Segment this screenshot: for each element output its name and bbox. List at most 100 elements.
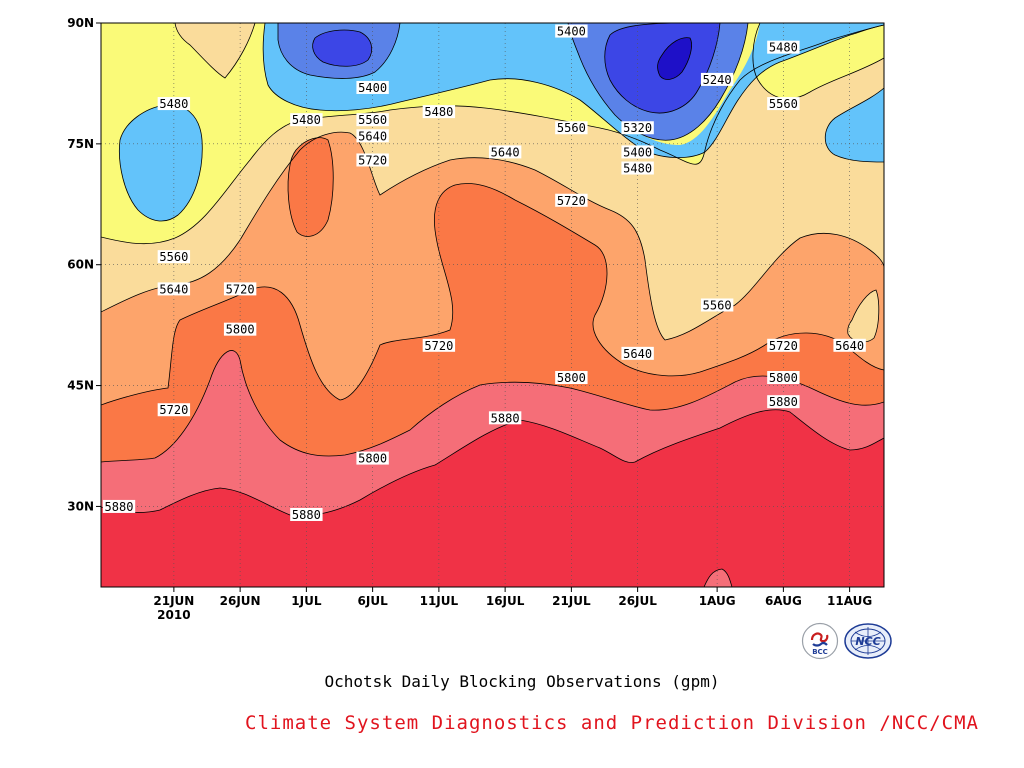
contour-line-5320-west — [312, 29, 373, 67]
contour-line-5640 — [101, 131, 884, 341]
contour-label-box — [700, 298, 734, 312]
contour-label-box — [833, 338, 866, 352]
contour-label: 5800 — [358, 452, 387, 466]
y-tick-label: 90N — [67, 16, 94, 30]
contour-label-box — [767, 371, 800, 385]
x-tick-label: 6JUL — [358, 594, 389, 608]
contour-label-box — [290, 507, 323, 521]
contour-label: 5720 — [159, 403, 188, 417]
contour-label: 5560 — [703, 299, 732, 313]
contour-label-box — [621, 121, 654, 135]
x-tick-label: 16JUL — [486, 594, 525, 608]
contour-label-box — [157, 97, 191, 111]
contour-label: 5240 — [703, 73, 732, 87]
x-tick-label: 6AUG — [765, 594, 802, 608]
grid-lines — [101, 23, 884, 587]
contour-label: 5800 — [557, 371, 586, 385]
contour-fills — [101, 23, 884, 587]
contour-label: 5400 — [557, 25, 586, 39]
bcc-logo-text: BCC — [812, 648, 828, 656]
contour-label: 5480 — [623, 162, 652, 176]
contour-label-box — [621, 346, 654, 360]
contour-line-5400-east — [567, 23, 749, 141]
chart-title: Ochotsk Daily Blocking Observations (gpm… — [324, 672, 720, 691]
contour-label: 5640 — [835, 339, 864, 353]
y-tick-label: 75N — [67, 137, 94, 151]
contour-label-box — [157, 250, 191, 264]
y-tick-label: 60N — [67, 258, 94, 272]
x-tick-label: 1AUG — [699, 594, 736, 608]
contour-label: 5800 — [769, 371, 798, 385]
fill-band-5240-5320-west — [312, 30, 372, 67]
contour-label-box — [356, 451, 389, 465]
x-year-label: 2010 — [157, 608, 190, 622]
contour-label: 5320 — [623, 121, 652, 135]
contour-line-5800 — [101, 350, 884, 463]
contour-label: 5720 — [557, 194, 586, 208]
x-tick-label: 26JUN — [220, 594, 261, 608]
contour-label: 5480 — [292, 113, 321, 127]
x-tick-label: 21JUN — [153, 594, 194, 608]
contour-label: 5640 — [358, 129, 387, 143]
contour-label: 5880 — [105, 500, 134, 514]
contour-label: 5720 — [424, 339, 453, 353]
contour-label: 5400 — [358, 81, 387, 95]
contour-label-box — [356, 129, 389, 143]
contour-label-box — [555, 121, 588, 135]
contour-label-box — [290, 113, 323, 127]
contour-label-box — [767, 395, 800, 409]
fill-band-5800-5880-bump — [704, 569, 732, 587]
contour-label: 5640 — [491, 145, 520, 159]
contour-label: 5880 — [292, 508, 321, 522]
contour-label: 5560 — [557, 121, 586, 135]
contour-label: 5720 — [358, 153, 387, 167]
plot-frame — [100, 22, 885, 588]
contour-label: 5720 — [226, 282, 255, 296]
contour-label: 5560 — [159, 250, 188, 264]
contour-label-box — [767, 338, 800, 352]
fill-band-above-5880 — [101, 409, 884, 587]
ncc-logo: NCC — [843, 622, 893, 664]
contour-label: 5480 — [424, 105, 453, 119]
contour-label-box — [555, 24, 588, 38]
contour-label: 5880 — [769, 395, 798, 409]
axes: 21JUN 26JUN 1JUL 6JUL 11JUL 16JUL 21JUL 26JUL 1A… — [67, 16, 872, 622]
bcc-logo: BCC — [801, 622, 839, 664]
contour-label-box — [621, 145, 654, 159]
contour-label-box — [700, 72, 734, 86]
fill-band-5400-5480-west — [119, 104, 203, 222]
contour-label-box — [767, 40, 800, 54]
contour-label-box — [555, 193, 588, 207]
contour-label-box — [422, 338, 456, 352]
contour-label: 5480 — [769, 41, 798, 55]
contour-label: 5800 — [226, 323, 255, 337]
contour-label: 5640 — [623, 347, 652, 361]
x-tick-label: 11AUG — [827, 594, 872, 608]
contour-label-box — [102, 499, 136, 513]
contour-chart: 5400 5400 5480 5240 5480 5480 5560 5480 5560 5320… — [67, 16, 885, 622]
fill-band-5400-5480-east — [825, 88, 884, 162]
x-tick-label: 21JUL — [552, 594, 591, 608]
fill-band-below-5240 — [657, 37, 692, 80]
contour-label-box — [356, 113, 389, 127]
credit-line: Climate System Diagnostics and Predictio… — [245, 712, 979, 734]
contour-label: 5400 — [623, 145, 652, 159]
contour-label: 5880 — [491, 411, 520, 425]
contour-label-box — [488, 411, 522, 425]
x-tick-label: 26JUL — [618, 594, 657, 608]
x-tick-label: 1JUL — [291, 594, 322, 608]
y-tick-label: 45N — [67, 379, 94, 393]
contour-label-box — [157, 403, 191, 417]
contour-label-box — [223, 282, 257, 296]
contour-label: 5640 — [159, 282, 188, 296]
fill-band-5400-5480 — [263, 23, 884, 158]
y-tick-label: 30N — [67, 499, 94, 513]
contour-label: 5480 — [159, 97, 188, 111]
x-tick-label: 11JUL — [420, 594, 459, 608]
contour-line-5560-nw — [174, 23, 256, 79]
contour-line-5480-east — [824, 87, 884, 163]
ncc-logo-text: NCC — [855, 635, 880, 648]
contour-label-box — [621, 161, 654, 175]
contour-label-box — [223, 322, 257, 336]
contour-label: 5560 — [358, 113, 387, 127]
